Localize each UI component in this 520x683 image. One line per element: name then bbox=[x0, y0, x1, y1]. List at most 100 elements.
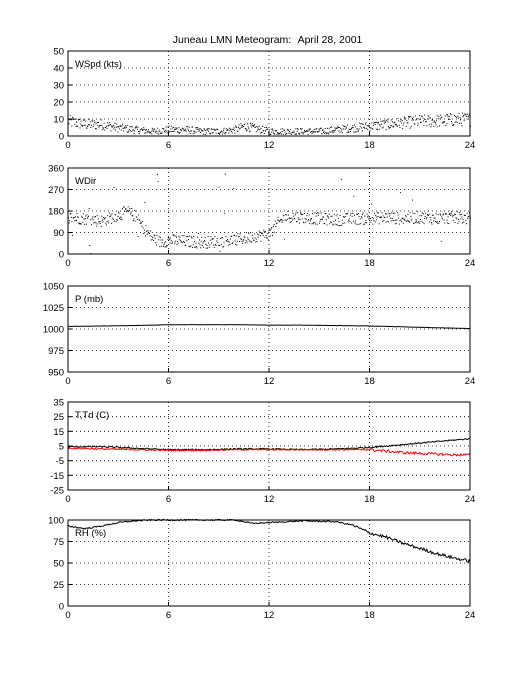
y-tick-label: 0 bbox=[59, 132, 64, 143]
data-point bbox=[374, 124, 376, 125]
data-point bbox=[386, 213, 388, 215]
data-point bbox=[208, 128, 210, 130]
data-point bbox=[378, 223, 380, 225]
data-point bbox=[251, 123, 253, 125]
data-point bbox=[362, 124, 364, 125]
data-point bbox=[138, 133, 140, 135]
data-point bbox=[193, 130, 195, 132]
data-point bbox=[99, 125, 101, 127]
data-point bbox=[108, 122, 110, 124]
data-point bbox=[282, 220, 284, 222]
data-point bbox=[456, 122, 458, 123]
data-point bbox=[399, 120, 401, 122]
y-tick-label: 35 bbox=[53, 398, 64, 409]
data-point bbox=[262, 232, 264, 234]
data-point bbox=[404, 220, 406, 222]
data-point bbox=[268, 229, 270, 231]
data-point bbox=[332, 131, 334, 133]
data-point bbox=[73, 216, 75, 218]
data-point bbox=[327, 127, 328, 129]
data-point bbox=[397, 125, 399, 127]
data-point bbox=[358, 130, 359, 132]
data-point bbox=[332, 223, 334, 225]
data-point bbox=[213, 128, 215, 130]
data-point bbox=[113, 128, 115, 130]
data-point bbox=[360, 216, 362, 218]
data-point bbox=[457, 223, 459, 225]
data-point bbox=[206, 128, 208, 130]
data-point bbox=[460, 119, 462, 121]
data-point bbox=[69, 213, 71, 215]
x-tick-label: 6 bbox=[166, 494, 171, 505]
data-point bbox=[79, 127, 81, 129]
data-point bbox=[296, 221, 297, 223]
y-tick-label: 50 bbox=[53, 47, 64, 58]
data-point bbox=[88, 215, 90, 217]
data-point bbox=[240, 239, 242, 240]
data-point bbox=[162, 239, 164, 241]
data-point bbox=[359, 223, 361, 225]
data-point bbox=[124, 208, 126, 210]
data-point bbox=[270, 134, 272, 135]
data-point bbox=[316, 127, 318, 129]
data-point bbox=[297, 128, 299, 130]
data-point bbox=[300, 128, 301, 130]
data-point bbox=[279, 132, 281, 134]
data-point bbox=[150, 239, 152, 241]
data-point bbox=[129, 207, 131, 209]
series-line-ttd-1 bbox=[67, 447, 471, 457]
data-point bbox=[385, 221, 387, 223]
data-point bbox=[410, 116, 412, 118]
data-point bbox=[205, 132, 207, 134]
data-point bbox=[221, 237, 223, 239]
data-point bbox=[281, 221, 283, 223]
data-point bbox=[384, 217, 386, 218]
data-point bbox=[203, 246, 204, 248]
data-point bbox=[127, 210, 129, 212]
data-point bbox=[394, 223, 396, 225]
data-point bbox=[139, 219, 141, 221]
data-point bbox=[428, 115, 430, 117]
data-point bbox=[302, 133, 304, 135]
data-point bbox=[350, 128, 352, 130]
data-point bbox=[452, 216, 454, 218]
data-point bbox=[336, 127, 338, 129]
data-point bbox=[465, 220, 467, 221]
data-point bbox=[219, 133, 220, 135]
data-point bbox=[451, 211, 452, 213]
data-point bbox=[409, 221, 411, 223]
y-tick-label: 1050 bbox=[43, 282, 64, 293]
data-point bbox=[87, 216, 89, 218]
data-point bbox=[335, 129, 336, 131]
data-point bbox=[437, 214, 439, 216]
data-point bbox=[126, 209, 128, 211]
x-tick-label: 12 bbox=[264, 258, 275, 269]
data-point bbox=[99, 221, 100, 223]
data-point bbox=[85, 127, 87, 129]
data-point bbox=[88, 124, 90, 126]
data-point bbox=[405, 215, 407, 217]
data-point bbox=[307, 133, 309, 135]
data-point bbox=[430, 126, 432, 128]
data-point bbox=[211, 238, 213, 240]
data-point bbox=[176, 244, 178, 246]
data-point bbox=[449, 213, 451, 215]
data-point bbox=[137, 126, 139, 128]
data-point bbox=[295, 128, 297, 130]
data-point bbox=[316, 223, 318, 225]
data-point bbox=[146, 231, 148, 232]
data-point bbox=[289, 217, 291, 219]
data-point bbox=[74, 123, 76, 125]
data-point bbox=[219, 250, 221, 252]
data-point bbox=[278, 133, 280, 135]
data-point bbox=[243, 236, 245, 238]
data-point bbox=[274, 133, 276, 135]
data-point bbox=[313, 128, 315, 130]
data-point bbox=[227, 240, 229, 242]
data-point bbox=[298, 218, 300, 220]
data-point bbox=[331, 222, 332, 224]
data-point bbox=[345, 126, 347, 128]
data-point bbox=[261, 233, 263, 235]
data-point bbox=[333, 213, 335, 215]
